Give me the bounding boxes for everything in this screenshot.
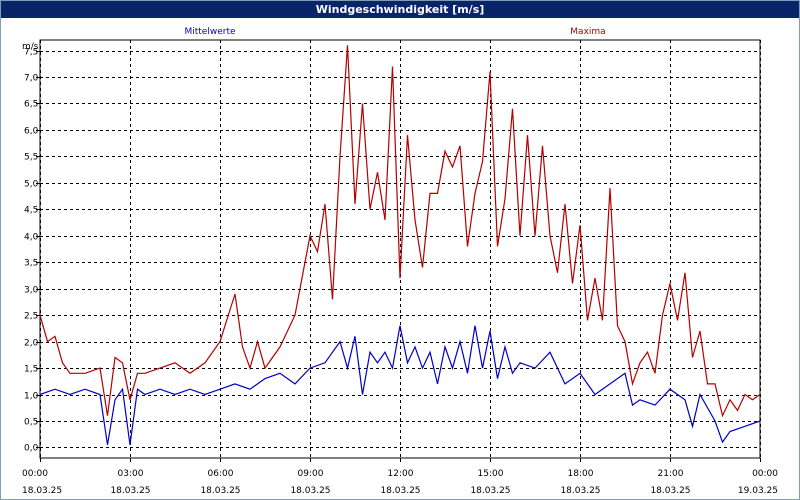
y-tick-label: 2,5 — [24, 312, 38, 322]
x-tick-time: 15:00 — [478, 469, 504, 479]
x-tick-date: 18.03.25 — [650, 486, 690, 496]
legend-maxima: Maxima — [570, 27, 605, 37]
y-tick-labels: 0,0 0,5 1,0 1,5 2,0 2,5 3,0 3,5 4,0 4,5 5,0 5,5 6,0 6… — [24, 48, 39, 454]
x-tick-time: 09:00 — [298, 469, 324, 479]
x-tick-date: 18.03.25 — [380, 486, 420, 496]
y-tick-label: 3,5 — [24, 259, 38, 269]
y-axis-unit: m/s — [22, 42, 39, 52]
y-tick-label: 3,0 — [24, 286, 39, 296]
y-tick-label: 5,0 — [24, 180, 39, 190]
x-tick-time: 06:00 — [208, 469, 234, 479]
window-title: Windgeschwindigkeit [m/s] — [1, 1, 799, 18]
legend-mittelwerte: Mittelwerte — [184, 27, 235, 37]
series-lines — [39, 45, 761, 445]
series-line-maxima — [39, 45, 761, 418]
grid — [36, 39, 761, 462]
x-tick-date: 18.03.25 — [200, 486, 240, 496]
y-tick-label: 0,0 — [24, 444, 39, 454]
y-tick-label: 6,5 — [24, 100, 38, 110]
x-tick-time: 21:00 — [658, 469, 684, 479]
y-tick-label: 4,5 — [24, 206, 38, 216]
y-tick-label: 7,0 — [24, 74, 39, 84]
x-tick-time: 00:00 — [752, 469, 778, 479]
x-tick-time: 03:00 — [118, 469, 144, 479]
y-tick-label: 7,5 — [24, 48, 38, 58]
y-tick-label: 1,0 — [24, 392, 39, 402]
y-tick-label: 6,0 — [24, 127, 39, 137]
x-tick-date: 18.03.25 — [290, 486, 330, 496]
x-tick-date: 18.03.25 — [22, 486, 62, 496]
y-tick-label: 5,5 — [24, 153, 38, 163]
y-tick-label: 0,5 — [24, 418, 38, 428]
x-tick-date: 18.03.25 — [560, 486, 600, 496]
y-tick-label: 4,0 — [24, 233, 39, 243]
x-tick-time: 12:00 — [388, 469, 414, 479]
series-line-mittelwerte — [39, 325, 761, 445]
x-tick-time: 00:00 — [22, 469, 48, 479]
x-tick-time: 18:00 — [568, 469, 594, 479]
x-tick-date: 18.03.25 — [110, 486, 150, 496]
x-tick-date: 19.03.25 — [738, 486, 778, 496]
y-tick-label: 1,5 — [24, 365, 38, 375]
x-tick-labels: 00:00 18.03.25 03:00 18.03.25 06:00 18.03.25 0… — [22, 469, 778, 496]
x-tick-date: 18.03.25 — [470, 486, 510, 496]
y-tick-label: 2,0 — [24, 339, 39, 349]
